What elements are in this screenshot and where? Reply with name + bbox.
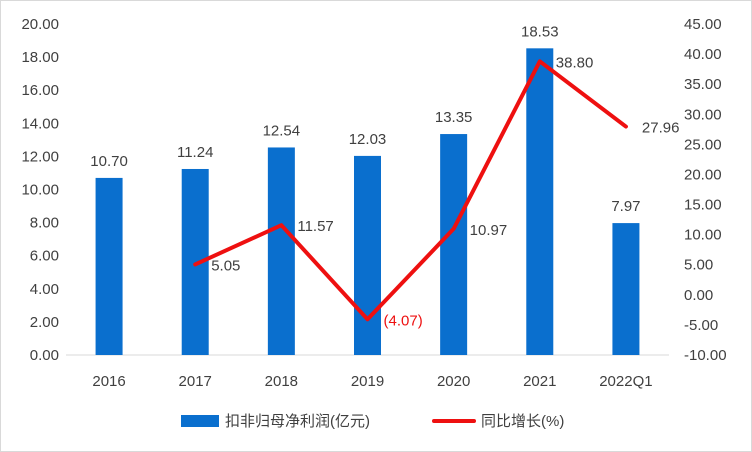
left-axis-tick-label: 10.00 bbox=[21, 182, 59, 199]
right-axis-tick-label: 5.00 bbox=[684, 257, 713, 274]
growth-line bbox=[193, 59, 628, 322]
left-axis-tick-label: 16.00 bbox=[21, 82, 59, 99]
category-label: 2021 bbox=[523, 373, 556, 390]
right-axis-tick-label: 10.00 bbox=[684, 227, 722, 244]
legend-bar-label: 扣非归母净利润(亿元) bbox=[225, 413, 370, 430]
bar-value-label: 10.70 bbox=[90, 153, 128, 170]
right-axis-tick-label: 35.00 bbox=[684, 76, 722, 93]
category-label: 2020 bbox=[437, 373, 470, 390]
bar-series bbox=[95, 48, 640, 356]
left-axis-tick-label: 8.00 bbox=[30, 215, 59, 232]
bar bbox=[267, 147, 295, 355]
line-value-label: (4.07) bbox=[384, 312, 423, 329]
left-axis-tick-label: 2.00 bbox=[30, 314, 59, 331]
left-axis-tick-label: 0.00 bbox=[30, 347, 59, 364]
category-label: 2017 bbox=[179, 373, 212, 390]
right-axis-tick-label: 15.00 bbox=[684, 197, 722, 214]
left-axis-tick-label: 6.00 bbox=[30, 248, 59, 265]
bar-value-label: 12.54 bbox=[263, 122, 301, 139]
category-labels: 2016 2017 2018 2019 2020 2021 2022Q1 bbox=[92, 373, 652, 390]
bar-value-label: 11.24 bbox=[177, 144, 213, 161]
category-label: 2022Q1 bbox=[599, 373, 652, 390]
left-axis-tick-label: 20.00 bbox=[21, 16, 59, 33]
bar-value-label: 13.35 bbox=[435, 109, 473, 126]
line-value-label: 11.57 bbox=[297, 218, 333, 235]
bar-value-label: 12.03 bbox=[349, 131, 387, 148]
right-axis-tick-label: 20.00 bbox=[684, 166, 722, 183]
legend: 扣非归母净利润(亿元) 同比增长(%) bbox=[181, 413, 564, 430]
right-axis-tick-label: -5.00 bbox=[684, 317, 718, 334]
right-axis-tick-label: 30.00 bbox=[684, 106, 722, 123]
legend-line-label: 同比增长(%) bbox=[481, 413, 564, 430]
left-axis-tick-label: 18.00 bbox=[21, 49, 59, 66]
line-value-label: 5.05 bbox=[211, 257, 240, 274]
legend-bar-swatch bbox=[181, 415, 219, 427]
category-label: 2018 bbox=[265, 373, 298, 390]
bar-data-labels: 10.70 11.24 12.54 12.03 13.35 18.53 7.97 bbox=[90, 23, 640, 215]
bar bbox=[526, 48, 554, 356]
left-axis-ticks: 0.00 2.00 4.00 6.00 8.00 10.00 12.00 14.00 16.00… bbox=[21, 16, 59, 364]
bar bbox=[95, 177, 123, 355]
line-series bbox=[193, 59, 628, 322]
right-axis-tick-label: 45.00 bbox=[684, 16, 722, 33]
right-axis-ticks: -10.00 -5.00 0.00 5.00 10.00 15.00 20.00 25.00 3… bbox=[684, 16, 727, 364]
category-label: 2016 bbox=[92, 373, 125, 390]
line-value-label: 27.96 bbox=[642, 120, 680, 137]
right-axis-tick-label: 25.00 bbox=[684, 136, 722, 153]
right-axis-tick-label: 0.00 bbox=[684, 287, 713, 304]
bar bbox=[440, 134, 468, 355]
left-axis-tick-label: 12.00 bbox=[21, 148, 59, 165]
line-value-label: 10.97 bbox=[470, 222, 508, 239]
bar-value-label: 7.97 bbox=[611, 198, 640, 215]
bar-value-label: 18.53 bbox=[521, 23, 559, 40]
category-label: 2019 bbox=[351, 373, 384, 390]
right-axis-tick-label: 40.00 bbox=[684, 46, 722, 63]
left-axis-tick-label: 14.00 bbox=[21, 115, 59, 132]
bar bbox=[354, 155, 381, 355]
line-data-labels: 5.05 11.57 (4.07) 10.97 38.80 27.96 bbox=[211, 54, 679, 329]
left-axis-tick-label: 4.00 bbox=[30, 281, 59, 298]
right-axis-tick-label: -10.00 bbox=[684, 347, 727, 364]
bar bbox=[612, 223, 640, 355]
line-value-label: 38.80 bbox=[556, 54, 594, 71]
